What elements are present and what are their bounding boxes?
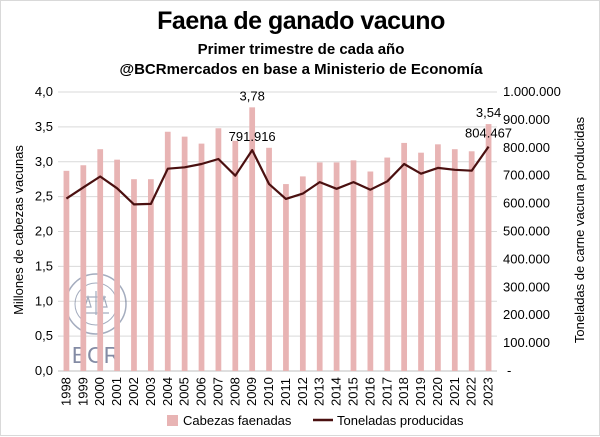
y-tick-left: 2,0: [35, 224, 53, 239]
legend-label-line: Toneladas producidas: [337, 413, 464, 428]
y-tick-right: 300.000: [503, 279, 550, 294]
legend: Cabezas faenadas Toneladas producidas: [167, 413, 464, 428]
x-axis-ticks: 1998 1999 2000 2001 2002 2003 2004 2005 2006 2007…: [58, 377, 495, 406]
y-tick-right: 800.000: [503, 140, 550, 155]
y-tick-left: 1,5: [35, 258, 53, 273]
y-tick-right: 700.000: [503, 168, 550, 183]
y-tick-right: 400.000: [503, 251, 550, 266]
y-tick-right: -: [507, 363, 511, 378]
bar: [215, 128, 222, 371]
x-tick: 2006: [194, 377, 209, 406]
bar: [333, 162, 340, 371]
bar: [451, 149, 458, 371]
bar: [131, 179, 137, 371]
y-axis-label-left: Millones de cabezas vacunas: [11, 145, 26, 315]
bar: [198, 143, 205, 371]
chart-source: @BCRmercados en base a Ministerio de Eco…: [119, 61, 483, 78]
chart-subtitle: Primer trimestre de cada año: [197, 41, 405, 58]
data-label: 791.916: [229, 129, 276, 144]
bar: [266, 147, 272, 371]
data-label: 804.467: [465, 126, 512, 141]
data-label: 3,54: [476, 105, 501, 120]
bar: [97, 149, 104, 371]
x-tick: 2022: [464, 377, 479, 406]
x-tick: 2000: [92, 377, 107, 406]
left-axis-ticks: 0,0 0,5 1,0 1,5 2,0 2,5 3,0 3,5 4,0: [35, 84, 53, 378]
y-tick-left: 4,0: [35, 84, 53, 99]
bar: [299, 176, 306, 371]
x-tick: 2018: [396, 377, 411, 406]
x-tick: 2016: [362, 377, 377, 406]
y-tick-right: 900.000: [503, 112, 550, 127]
bar: [384, 157, 391, 371]
x-tick: 2017: [379, 377, 394, 406]
x-tick: 2009: [244, 377, 259, 406]
x-tick: 1998: [58, 377, 73, 406]
x-tick: 2020: [430, 377, 445, 406]
bar: [283, 184, 289, 371]
bar: [367, 171, 374, 371]
x-tick: 2011: [278, 378, 293, 406]
y-tick-left: 3,5: [35, 119, 53, 134]
bar-series: [63, 107, 492, 372]
bar: [164, 131, 171, 371]
bcr-logo-text: BCR: [72, 342, 121, 368]
bcr-logo-watermark: BCR: [65, 273, 127, 368]
bar: [435, 144, 441, 371]
bar: [350, 160, 357, 371]
bar: [316, 162, 323, 371]
x-tick: 2012: [295, 377, 310, 406]
bar: [249, 107, 256, 371]
y-tick-right: 600.000: [503, 196, 550, 211]
x-tick: 1999: [75, 377, 90, 406]
y-tick-right: 500.000: [503, 224, 550, 239]
x-tick: 2010: [261, 377, 276, 406]
x-tick: 2005: [177, 377, 192, 406]
x-tick: 2008: [227, 377, 242, 406]
x-tick: 2014: [329, 377, 344, 406]
x-tick: 2021: [447, 377, 462, 406]
x-tick: 2003: [143, 377, 158, 406]
x-tick: 2007: [210, 377, 225, 406]
data-labels: 3,78 791.916 3,54 804.467: [229, 88, 512, 144]
x-tick: 2002: [126, 377, 141, 406]
bar: [63, 170, 70, 371]
y-tick-left: 2,5: [35, 189, 53, 204]
bar: [232, 140, 239, 371]
x-tick: 2019: [413, 377, 428, 406]
bar: [114, 159, 120, 371]
y-tick-right: 200.000: [503, 307, 550, 322]
y-axis-label-right: Toneladas de carne vacuna producidas: [572, 116, 587, 343]
data-label: 3,78: [240, 88, 265, 103]
x-tick: 2001: [109, 377, 124, 406]
y-tick-right: 100.000: [503, 335, 550, 350]
line-path: [65, 145, 490, 206]
bar: [147, 179, 154, 371]
legend-label-bars: Cabezas faenadas: [183, 413, 292, 428]
bar: [181, 136, 188, 371]
bar: [80, 165, 87, 371]
x-tick: 2015: [345, 377, 360, 406]
y-tick-left: 0,5: [35, 328, 53, 343]
bar: [485, 124, 492, 372]
right-axis-ticks: - 100.000 200.000 300.000 400.000 500.000 600.…: [503, 84, 561, 378]
bar: [468, 151, 475, 371]
line-series: [65, 145, 490, 206]
x-tick: 2004: [160, 377, 175, 406]
x-tick: 2023: [481, 377, 496, 406]
bar: [418, 152, 424, 371]
x-tick: 2013: [312, 377, 327, 406]
legend-swatch-bars: [167, 415, 178, 426]
y-tick-left: 0,0: [35, 363, 53, 378]
chart-title: Faena de ganado vacuno: [157, 7, 445, 35]
bar: [401, 142, 408, 371]
gridlines: [58, 91, 497, 372]
y-tick-left: 1,0: [35, 293, 53, 308]
y-tick-left: 3,0: [35, 154, 53, 169]
y-tick-right: 1.000.000: [503, 84, 561, 99]
